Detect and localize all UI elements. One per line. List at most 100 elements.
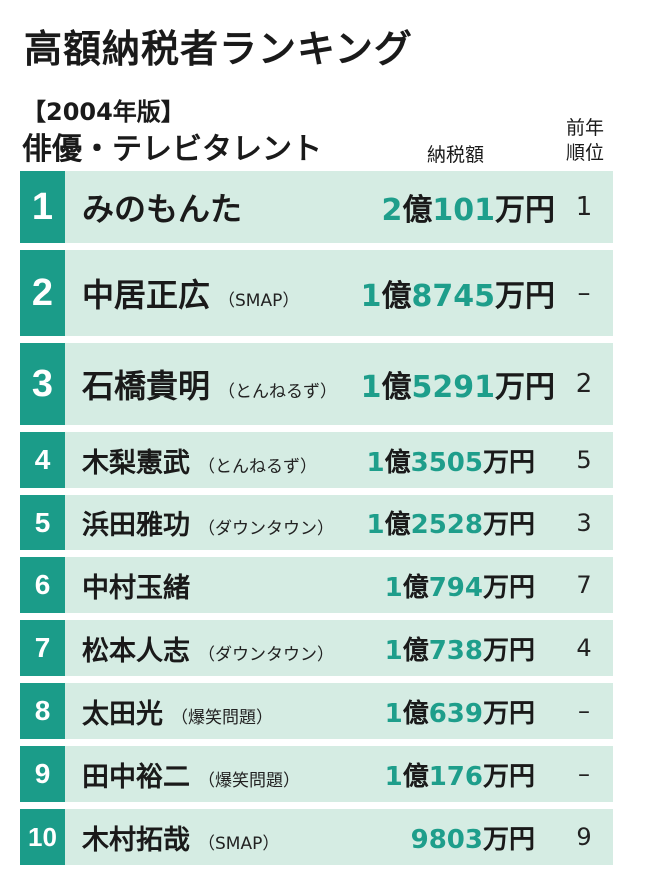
name-cell: 太田光 （爆笑問題） xyxy=(82,692,273,731)
rank-cell: 3 xyxy=(20,343,65,425)
group-name: （ダウンタウン） xyxy=(198,644,334,665)
person-name: 中居正広 xyxy=(82,276,211,314)
amount-man: 2528 xyxy=(410,510,483,540)
person-name: 太田光 xyxy=(82,698,163,730)
row-body: 浜田雅功 （ダウンタウン） 1億2528万円 3 xyxy=(65,495,613,550)
prev-rank-cell: 3 xyxy=(576,508,592,537)
table-row: 3 石橋貴明 （とんねるず） 1億5291万円 2 xyxy=(20,343,613,425)
unit-man: 万円 xyxy=(482,447,535,478)
prev-rank-cell: 7 xyxy=(576,571,592,599)
amount-oku: 1 xyxy=(360,279,382,314)
tax-amount: 1億738万円 xyxy=(385,630,535,667)
amount-oku: 1 xyxy=(384,635,403,666)
row-body: みのもんた 2億101万円 1 xyxy=(65,171,613,243)
tax-amount: 1億639万円 xyxy=(385,693,535,730)
person-name: 田中裕二 xyxy=(82,761,190,793)
rank-cell: 2 xyxy=(20,250,65,336)
amount-oku: 1 xyxy=(384,761,403,792)
rank-cell: 1 xyxy=(20,171,65,243)
tax-amount: 1億176万円 xyxy=(385,756,535,793)
name-cell: 中居正広 （SMAP） xyxy=(82,270,299,316)
row-body: 太田光 （爆笑問題） 1億639万円 – xyxy=(65,683,613,739)
unit-oku: 億 xyxy=(381,279,412,314)
prev-rank-cell: 4 xyxy=(576,634,592,662)
unit-oku: 億 xyxy=(402,193,433,228)
name-cell: 浜田雅功 （ダウンタウン） xyxy=(82,503,334,542)
amount-man: 5291 xyxy=(411,370,496,405)
group-name: （とんねるず） xyxy=(218,382,338,402)
row-body: 石橋貴明 （とんねるず） 1億5291万円 2 xyxy=(65,343,613,425)
rank-cell: 6 xyxy=(20,557,65,613)
unit-oku: 億 xyxy=(402,635,429,666)
amount-oku: 2 xyxy=(381,193,403,228)
table-row: 7 松本人志 （ダウンタウン） 1億738万円 4 xyxy=(20,620,613,676)
prev-rank-cell: 9 xyxy=(576,823,592,851)
table-row: 10 木村拓哉 （SMAP） 9803万円 9 xyxy=(20,809,613,865)
table-row: 9 田中裕二 （爆笑問題） 1億176万円 – xyxy=(20,746,613,802)
group-name: （ダウンタウン） xyxy=(198,519,334,539)
table-row: 6 中村玉緒 1億794万円 7 xyxy=(20,557,613,613)
amount-oku: 1 xyxy=(384,572,403,603)
row-body: 木村拓哉 （SMAP） 9803万円 9 xyxy=(65,809,613,865)
prev-rank-cell: 1 xyxy=(575,192,593,222)
prev-rank-cell: – xyxy=(578,697,590,725)
table-row: 1 みのもんた 2億101万円 1 xyxy=(20,171,613,243)
unit-man: 万円 xyxy=(482,698,535,729)
table-row: 2 中居正広 （SMAP） 1億8745万円 – xyxy=(20,250,613,336)
tax-amount: 1億5291万円 xyxy=(361,362,555,406)
rank-cell: 8 xyxy=(20,683,65,739)
category-heading: 俳優・テレビタレント xyxy=(22,132,322,167)
unit-oku: 億 xyxy=(402,572,429,603)
group-name: （爆笑問題） xyxy=(198,770,300,791)
tax-amount: 9803万円 xyxy=(411,819,535,856)
group-name: （SMAP） xyxy=(218,291,300,311)
tax-amount: 1億3505万円 xyxy=(367,442,536,479)
rank-cell: 7 xyxy=(20,620,65,676)
table-row: 5 浜田雅功 （ダウンタウン） 1億2528万円 3 xyxy=(20,495,613,550)
name-cell: 田中裕二 （爆笑問題） xyxy=(82,755,300,794)
unit-man: 万円 xyxy=(495,193,555,228)
unit-man: 万円 xyxy=(482,572,535,603)
amount-man: 794 xyxy=(428,572,483,603)
row-body: 中村玉緒 1億794万円 7 xyxy=(65,557,613,613)
amount-man: 639 xyxy=(428,698,483,729)
person-name: 浜田雅功 xyxy=(82,510,190,541)
unit-oku: 億 xyxy=(381,370,412,405)
column-header-prev-rank-line2: 順位 xyxy=(565,142,604,164)
unit-oku: 億 xyxy=(402,761,429,792)
prev-rank-cell: 2 xyxy=(575,369,593,399)
amount-man: 3505 xyxy=(410,447,483,478)
tax-amount: 1億794万円 xyxy=(385,567,535,604)
person-name: 中村玉緒 xyxy=(82,572,190,604)
amount-oku: 1 xyxy=(384,698,403,729)
unit-oku: 億 xyxy=(384,447,411,478)
group-name: （爆笑問題） xyxy=(171,707,273,728)
column-header-prev-rank-line1: 前年 xyxy=(565,117,604,139)
prev-rank-cell: 5 xyxy=(576,446,592,474)
person-name: みのもんた xyxy=(82,190,243,228)
table-row: 4 木梨憲武 （とんねるず） 1億3505万円 5 xyxy=(20,432,613,488)
unit-man: 万円 xyxy=(482,824,535,855)
prev-rank-cell: – xyxy=(577,278,591,308)
group-name: （SMAP） xyxy=(198,833,280,854)
tax-amount: 2億101万円 xyxy=(382,185,556,229)
amount-man: 101 xyxy=(432,193,495,228)
amount-oku: 1 xyxy=(366,447,385,478)
amount-man: 9803 xyxy=(410,824,483,855)
amount-oku: 1 xyxy=(360,370,382,405)
unit-man: 万円 xyxy=(495,279,555,314)
name-cell: みのもんた xyxy=(82,184,250,230)
unit-man: 万円 xyxy=(495,370,555,405)
row-body: 松本人志 （ダウンタウン） 1億738万円 4 xyxy=(65,620,613,676)
person-name: 松本人志 xyxy=(82,635,190,667)
ranking-table: 1 みのもんた 2億101万円 1 2 中居正広 （SMAP） 1億8745万円 … xyxy=(20,171,613,865)
person-name: 木村拓哉 xyxy=(82,824,190,856)
name-cell: 木梨憲武 （とんねるず） xyxy=(82,441,317,480)
amount-oku: 1 xyxy=(366,510,385,540)
column-header-tax: 納税額 xyxy=(427,144,485,166)
tax-amount: 1億8745万円 xyxy=(361,271,555,315)
amount-man: 8745 xyxy=(411,279,496,314)
row-body: 田中裕二 （爆笑問題） 1億176万円 – xyxy=(65,746,613,802)
unit-oku: 億 xyxy=(402,698,429,729)
row-body: 木梨憲武 （とんねるず） 1億3505万円 5 xyxy=(65,432,613,488)
